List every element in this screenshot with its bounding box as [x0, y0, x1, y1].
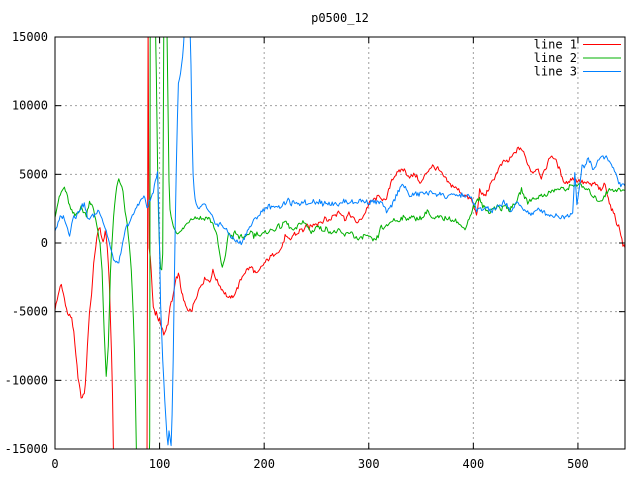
y-tick-label: -15000: [5, 442, 48, 456]
series-lines: [55, 37, 625, 449]
legend-label-line-1: line 1: [534, 38, 577, 52]
y-tick-label: 0: [41, 236, 48, 250]
x-tick-label: 100: [149, 457, 171, 471]
legend: line 1 line 2 line 3: [534, 38, 621, 79]
x-tick-label: 500: [567, 457, 589, 471]
axis-tick-labels: 0 100 200 300 400 500 -15000 -10000 -5000 0 5000 10…: [5, 30, 589, 471]
axis-ticks: [54, 36, 625, 450]
series-line-3: [55, 37, 625, 447]
y-tick-label: -5000: [12, 305, 48, 319]
x-tick-label: 0: [51, 457, 58, 471]
y-tick-label: 15000: [12, 30, 48, 44]
y-tick-label: -10000: [5, 373, 48, 387]
legend-label-line-2: line 2: [534, 51, 577, 65]
y-tick-label: 10000: [12, 99, 48, 113]
x-tick-label: 200: [253, 457, 275, 471]
y-tick-label: 5000: [19, 167, 48, 181]
x-tick-label: 400: [463, 457, 485, 471]
legend-label-line-3: line 3: [534, 65, 577, 79]
series-line-2: [55, 37, 625, 449]
x-tick-label: 300: [358, 457, 380, 471]
chart-title: p0500_12: [311, 11, 369, 25]
